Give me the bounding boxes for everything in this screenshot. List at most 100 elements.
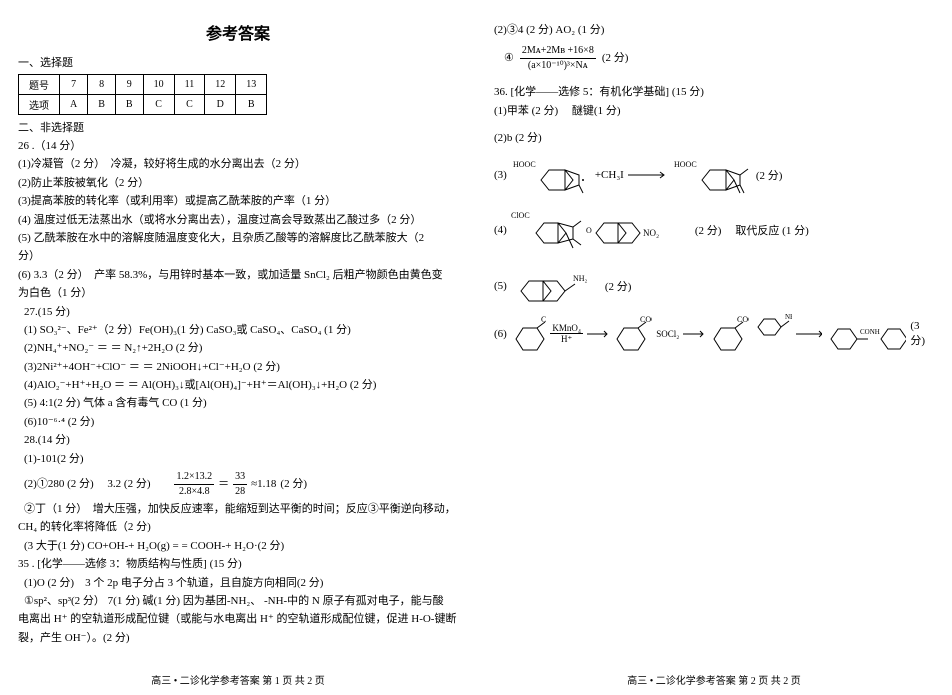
page-footer-2: 高三 • 二诊化学参考答案 第 2 页 共 2 页 [476,672,952,687]
q27: 27.(15 分) [18,305,458,320]
q26-1: (1)冷凝管（2 分） 冷凝，较好将生成的水分离出去（2 分） [18,157,458,172]
label: (3) [494,169,507,181]
cell: 8 [88,75,116,95]
structure-6c-icon: COCl [709,314,749,354]
text: (2 分) [602,51,629,66]
structure-4-icon: ClOC O NO₂ [511,203,691,258]
q28-1: (1)-101(2 分) [18,452,458,467]
text: (2 分) [605,278,632,294]
q26-4: (4) 温度过低无法蒸出水（或将水分离出去），温度过高会导致蒸出乙酸过多（2 分… [18,213,458,228]
q36: 36. [化学——选修 5：有机化学基础] (15 分) [494,85,934,100]
text: (1) SO₃²⁻ [24,324,67,336]
cell: 11 [174,75,205,95]
structure-6d-icon: CONH [826,314,906,354]
q35: 35 . [化学——选修 3：物质结构与性质] (15 分) [18,557,458,572]
r2: ④ 2Mᴀ+2Mʙ +16×8 (a×10⁻¹⁰)³×Nᴀ (2 分) [504,44,934,73]
structure-6-amine-icon: NH₂ [753,309,792,339]
denominator: 2.8×4.8 [174,485,214,499]
q28: 28.(14 分) [18,433,458,448]
label: (4) [494,224,507,236]
numerator: 33 [233,470,247,485]
r1: (2)③4 (2 分) AO₂ (1 分) [494,23,934,38]
q27-6: (6)10⁻⁶·⁴ (2 分) [18,415,458,430]
table-row: 选项 A B B C C D B [19,95,267,115]
text: ＝ [218,477,229,492]
structure-5-icon: NH₂ [511,266,601,306]
label: (6) [494,328,507,340]
item-3: (3) HOOC +CH₃I HOOC (2 分) [494,155,934,195]
text: +H⁺+H₂O ＝ ＝ Al(OH)₃↓或[Al(OH)₄]⁻+H⁺＝Al(OH… [65,379,376,391]
svg-text:HOOC: HOOC [674,160,697,169]
cell: D [205,95,236,115]
q26: 26 .（14 分） [18,139,458,154]
arrow-icon [628,170,668,180]
q27-1: (1) SO₃²⁻、Fe²⁺（2 分）Fe(OH)₃(1 分) CaSO₃或 C… [18,323,458,338]
text: (2)①280 (2 分) 3.2 (2 分) [24,477,150,492]
q26-2: (2)防止苯胺被氧化（2 分） [18,176,458,191]
fraction: 1.2×13.2 2.8×4.8 [174,470,214,499]
svg-text:NH₂: NH₂ [573,274,588,283]
q35-1: (1)O (2 分) 3 个 2p 电子分占 3 个轨道，且自旋方向相同(2 分… [18,576,458,591]
cell: C [143,95,174,115]
item-6: (6) CH₃ KMnO₄ H⁺ COOH SOCl₂ COCl NH₂ [494,314,934,354]
text: (2 分) [695,222,722,238]
text: (3 分) [910,320,934,348]
q27-4: (4)AlO₂⁻+H⁺+H₂O ＝ ＝ Al(OH)₃↓或[Al(OH)₄]⁻+… [18,378,458,393]
denominator: (a×10⁻¹⁰)³×Nᴀ [520,59,596,73]
circle-num: ④ [504,51,514,66]
doc-title: 参考答案 [18,20,458,44]
q27-3: (3)2Ni²⁺+4OH⁻+ClO⁻ ＝ ＝ 2NiOOH↓+Cl⁻+H₂O (… [18,360,458,375]
denominator: 28 [233,485,247,499]
q28-3: (3 大于(1 分) CO+OH-+ H₂O(g) = = COOH-+ H₂O… [18,539,458,554]
q26-5: (5) 乙酰苯胺在水中的溶解度随温度变化大，且杂质乙酸等的溶解度比乙酰苯胺大（2 [18,231,458,246]
cell: 题号 [19,75,60,95]
q26-6b: 为白色（1 分） [18,286,458,301]
q27-5: (5) 4:1(2 分) 气体 a 含有毒气 CO (1 分) [18,396,458,411]
cell: B [236,95,267,115]
svg-text:O: O [586,226,592,235]
q26-3: (3)提高苯胺的转化率（或利用率）或提高乙酰苯胺的产率（1 分） [18,194,458,209]
numerator: 2Mᴀ+2Mʙ +16×8 [520,44,596,59]
structure-3a-icon: HOOC [511,155,591,195]
text: 、Fe²⁺（2 分）Fe(OH)₃(1 分) CaSO₃或 CaSO₄、CaSO… [67,324,351,336]
svg-text:ClOC: ClOC [511,211,530,220]
page-1: 参考答案 一、选择题 题号 7 8 9 10 11 12 13 选项 A B B… [0,0,476,695]
no2-label: NO₂ [643,228,659,238]
cell: C [174,95,205,115]
q28-2b: ②丁（1 分） 增大压强，加快反应速率，能缩短到达平衡的时间；反应③平衡逆向移动… [18,502,458,517]
cell: 7 [60,75,88,95]
svg-text:CH₃: CH₃ [541,315,547,324]
text: (2 分) [280,477,307,492]
svg-text:HOOC: HOOC [513,160,536,169]
cell: 10 [143,75,174,95]
text: (2 分) [756,167,783,183]
q26-6: (6) 3.3（2 分） 产率 58.3%，与用锌时基本一致，或加适量 SnCl… [18,268,458,283]
svg-text:NH₂: NH₂ [785,313,792,321]
reagent-1: KMnO₄ H⁺ [550,323,583,345]
text: ≈1.18 [251,477,276,492]
page-2: (2)③4 (2 分) AO₂ (1 分) ④ 2Mᴀ+2Mʙ +16×8 (a… [476,0,952,695]
fraction: 33 28 [233,470,247,499]
q36-1: (1)甲苯 (2 分) 醚键(1 分) [494,104,934,119]
q27-2: (2)NH₄⁺+NO₂⁻ ＝ ＝ N₂↑+2H₂O (2 分) [18,341,458,356]
q36-2: (2)b (2 分) [494,131,934,146]
text: (4)AlO₂⁻ [24,379,65,391]
item-5: (5) NH₂ (2 分) [494,266,934,306]
fraction: 2Mᴀ+2Mʙ +16×8 (a×10⁻¹⁰)³×Nᴀ [520,44,596,73]
cell: B [115,95,143,115]
q28-frac-row: (2)①280 (2 分) 3.2 (2 分) 1.2×13.2 2.8×4.8… [18,470,458,499]
section-1-head: 一、选择题 [18,54,458,70]
text: H⁺ [550,334,583,345]
cell: A [60,95,88,115]
reagent-2: SOCl₂ [656,329,679,339]
cell: B [88,95,116,115]
table-row: 题号 7 8 9 10 11 12 13 [19,75,267,95]
structure-6a-icon: CH₃ [511,314,547,354]
structure-6b-icon: COOH [612,314,652,354]
label: (5) [494,280,507,292]
arrow-icon [683,330,704,338]
q26-5b: 分） [18,249,458,264]
svg-text:COCl: COCl [737,315,749,324]
q35-2b: 电离出 H⁺ 的空轨道形成配位键（或能与水电离出 H⁺ 的空轨道形成配位键，促进… [18,612,458,627]
structure-3b-icon: HOOC [672,155,752,195]
